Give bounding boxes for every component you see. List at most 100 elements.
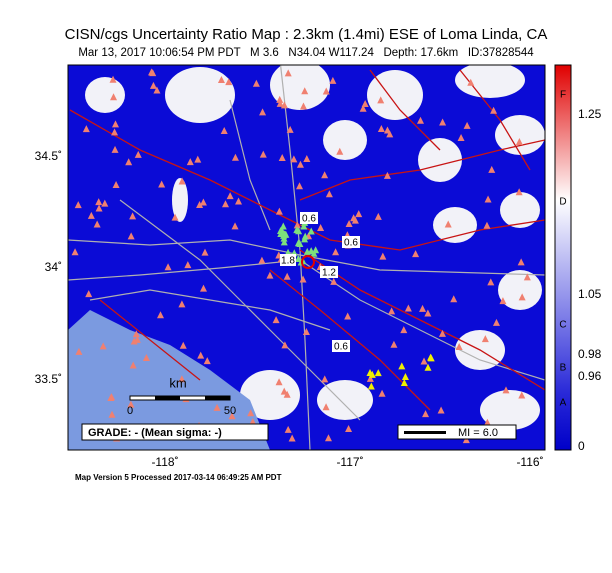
station (199, 198, 207, 206)
station (444, 220, 452, 228)
station (487, 278, 495, 286)
station (450, 295, 458, 303)
station (345, 424, 353, 432)
station (293, 226, 301, 234)
station (420, 357, 428, 365)
station (284, 425, 292, 433)
station (296, 182, 304, 190)
station (377, 125, 385, 133)
station (95, 204, 103, 212)
station (344, 312, 352, 320)
station (111, 128, 119, 136)
station (93, 220, 101, 228)
station (336, 147, 344, 155)
station (367, 382, 375, 390)
station (101, 199, 109, 207)
station (419, 304, 427, 312)
station (278, 154, 286, 162)
colorbar-ticks: 1.25 1.05 0.98 0.96 0 (578, 107, 602, 453)
station (427, 354, 435, 362)
station (321, 171, 329, 179)
station (400, 379, 408, 387)
station (164, 263, 172, 271)
station (374, 212, 382, 220)
station (390, 340, 398, 348)
scale-label: km (169, 375, 186, 390)
station (312, 246, 320, 254)
station (108, 410, 116, 418)
station (111, 145, 119, 153)
station (203, 357, 211, 365)
station (247, 409, 255, 417)
station (225, 78, 233, 86)
station (366, 374, 374, 382)
station (213, 403, 221, 411)
station (378, 389, 386, 397)
station (197, 351, 205, 359)
station (301, 235, 309, 243)
station (359, 104, 367, 112)
station (515, 188, 523, 196)
station (149, 81, 157, 89)
station (75, 347, 83, 355)
map-frame (67, 64, 546, 451)
scale-tick: 50 (224, 405, 236, 417)
station (283, 272, 291, 280)
scale-tick: 0 (127, 405, 133, 417)
station (374, 369, 382, 377)
station (226, 192, 234, 200)
station (302, 328, 310, 336)
grade-letter: D (559, 197, 566, 208)
station (129, 361, 137, 369)
station (401, 372, 409, 380)
station (388, 307, 396, 315)
station (383, 171, 391, 179)
station (171, 213, 179, 221)
station (74, 201, 82, 209)
station (157, 311, 165, 319)
station (379, 252, 387, 260)
station (299, 275, 307, 283)
station (134, 150, 142, 158)
colorbar (554, 64, 572, 451)
scale-bar: km 0 50 (127, 375, 236, 416)
station (294, 254, 302, 262)
station (194, 155, 202, 163)
station (286, 125, 294, 133)
station (127, 232, 135, 240)
station (424, 363, 432, 371)
contour-label: 0.6 (334, 342, 348, 353)
colorbar-tick: 0.96 (578, 369, 602, 383)
station (294, 239, 302, 247)
station (424, 309, 432, 317)
station (276, 99, 284, 107)
station (412, 250, 420, 258)
colorbar-tick: 0 (578, 439, 585, 453)
station (179, 341, 187, 349)
ocean (68, 310, 270, 450)
station (71, 248, 79, 256)
station (110, 93, 118, 101)
station (186, 158, 194, 166)
lon-labels: -118˚ -117˚ -116˚ (151, 455, 543, 469)
grade-letter: F (560, 90, 566, 101)
station (322, 403, 330, 411)
contour-label: 1.2 (322, 268, 336, 279)
station (325, 190, 333, 198)
station (321, 375, 329, 383)
station (300, 222, 308, 230)
roads (68, 65, 545, 450)
station (235, 197, 243, 205)
station (307, 227, 315, 235)
lat-labels: 34.5˚ 34˚ 33.5˚ (35, 149, 62, 386)
epicenter (301, 255, 315, 269)
contour-label: 0.6 (344, 238, 358, 249)
station (82, 125, 90, 133)
station (111, 120, 119, 128)
station (455, 342, 463, 350)
station (439, 118, 447, 126)
station (284, 69, 292, 77)
station (249, 418, 257, 426)
station (350, 214, 358, 222)
